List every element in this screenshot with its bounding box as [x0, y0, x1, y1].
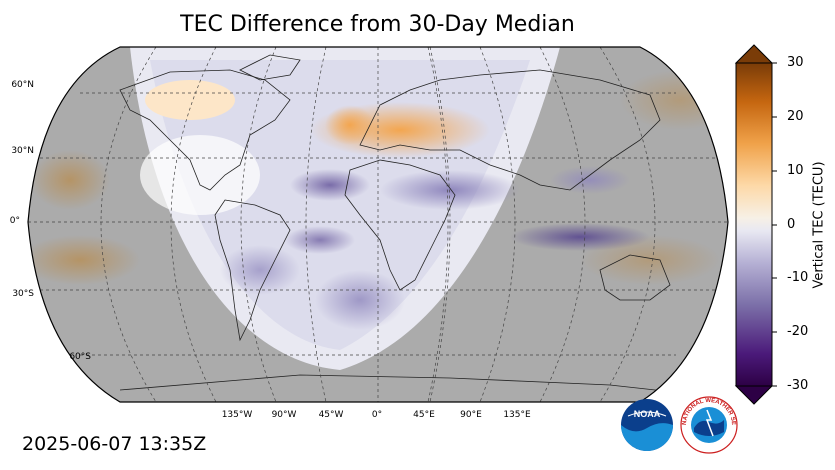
lon-label-90e: 90°E	[460, 410, 482, 420]
colorbar-tick-30: 30	[787, 55, 804, 70]
colorbar-tick-neg20: -20	[787, 324, 809, 339]
colorbar-tick-10: 10	[787, 163, 804, 178]
coastlines	[119, 54, 701, 396]
lat-label-60s: 60°S	[69, 352, 91, 362]
colorbar-tick-20: 20	[787, 109, 804, 124]
colorbar-tick-0: 0	[787, 217, 796, 232]
graticule	[28, 47, 728, 402]
lat-label-30s: 30°S	[12, 289, 34, 299]
lat-label-0: 0°	[9, 216, 20, 226]
map-title: TEC Difference from 30-Day Median	[180, 12, 575, 37]
lat-label-30n: 30°N	[11, 146, 34, 156]
colorbar-tick-neg10: -10	[787, 270, 809, 285]
lon-label-135w: 135°W	[221, 410, 253, 420]
lon-label-0: 0°	[371, 410, 383, 420]
lon-label-45e: 45°E	[413, 410, 435, 420]
lon-label-135e: 135°E	[503, 410, 531, 420]
nws-logo: NATIONAL WEATHER SERVICE	[680, 396, 738, 454]
colorbar-tick-neg30: -30	[787, 378, 809, 393]
noaa-logo: NOAA	[621, 399, 673, 451]
noaa-logo-text: NOAA	[634, 409, 661, 419]
lat-label-60n: 60°N	[11, 80, 34, 90]
lon-label-90w: 90°W	[271, 410, 297, 420]
colorbar	[734, 44, 777, 405]
map-globe	[28, 47, 728, 402]
colorbar-label: Vertical TEC (TECU)	[811, 161, 827, 289]
timestamp: 2025-06-07 13:35Z	[22, 433, 207, 455]
lon-label-45w: 45°W	[318, 410, 344, 420]
